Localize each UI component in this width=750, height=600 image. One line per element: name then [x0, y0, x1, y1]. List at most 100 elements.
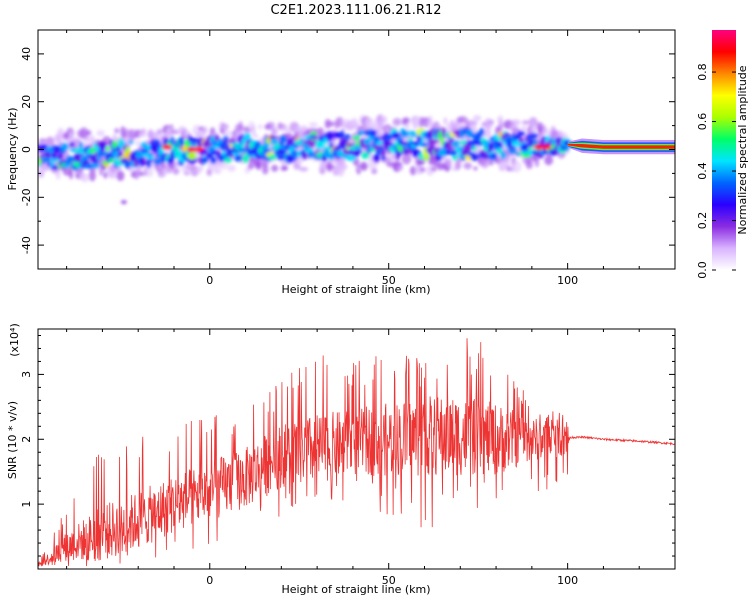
spectrogram-cell — [69, 141, 75, 147]
spectrogram-band-layer — [567, 144, 675, 149]
spectrogram-cell — [56, 128, 65, 140]
spectrogram-cell — [371, 130, 378, 135]
snr-x-label: Height of straight line (km) — [281, 583, 430, 596]
spectrogram-cell — [234, 154, 243, 162]
spectrogram-cell — [521, 125, 527, 132]
spectrogram-cell — [103, 171, 108, 179]
spectrogram-cell — [346, 155, 357, 162]
spectrogram-cell — [251, 124, 256, 136]
spectrogram-cell — [160, 152, 166, 163]
spectrogram-cell — [325, 131, 334, 142]
spectrogram-cell — [138, 171, 145, 177]
spectrogram-cell — [463, 162, 472, 170]
spectrogram-cell — [235, 123, 244, 132]
spectrogram-cell — [215, 168, 222, 174]
spectrogram-cell — [38, 171, 45, 178]
spectrogram-cell — [138, 132, 147, 138]
spectrogram-cell — [140, 161, 148, 166]
spectrogram-cell — [336, 149, 341, 157]
spectrogram-cell — [279, 135, 287, 144]
spectrogram-cell — [419, 166, 426, 173]
spectrogram-cell — [352, 135, 361, 141]
spectrogram-cell — [375, 136, 381, 142]
spectrogram-cell — [313, 135, 318, 140]
spectrogram-cell — [153, 158, 163, 165]
spectrogram-cell — [299, 166, 309, 172]
spectrogram-cell — [325, 164, 335, 169]
spectrogram-cell — [183, 170, 190, 176]
spectrogram-cell — [358, 130, 366, 135]
spectrogram-y-tick-label: -20 — [20, 188, 33, 206]
spectrogram-cell — [88, 169, 96, 182]
spectrogram-cell — [449, 149, 458, 156]
spectrogram-cell — [223, 156, 232, 164]
spectrogram-cell — [252, 133, 259, 139]
spectrogram-cell — [418, 152, 424, 161]
snr-y-tick-label: 1 — [20, 501, 33, 508]
spectrogram-cell — [376, 141, 384, 146]
spectrogram-cell — [488, 119, 495, 126]
spectrogram-cell — [69, 170, 74, 180]
snr-ticks: 0 50 100 1 2 3 — [20, 329, 676, 587]
snr-frame — [37, 328, 676, 570]
spectrogram-cell — [308, 121, 319, 128]
spectrogram-cell — [534, 157, 540, 168]
spectrogram-cell — [206, 152, 213, 159]
spectrogram-cell — [152, 132, 159, 141]
spectrogram-y-tick-label: 40 — [20, 47, 33, 61]
spectrogram-cell — [214, 134, 220, 142]
spectrogram-cell — [528, 117, 538, 128]
spectrogram-cell — [428, 139, 439, 144]
spectrogram-cell — [522, 153, 531, 158]
spectrogram-cell — [281, 165, 288, 171]
spectrogram-cell — [405, 121, 410, 130]
spectrogram-cell — [518, 137, 524, 144]
spectrogram-cell — [511, 160, 522, 173]
spectrogram-cell — [269, 138, 279, 144]
spectrogram-cell — [328, 154, 335, 161]
spectrogram-x-tick-label: 100 — [557, 274, 578, 287]
spectrogram-hotspot — [541, 144, 552, 150]
spectrogram-cell — [223, 135, 229, 141]
colorbar: 0.0 0.2 0.4 0.6 0.8 Normalized spectral ampl… — [696, 30, 749, 279]
spectrogram-panel: 0 50 100 -40 -20 0 20 40 Height of straight lin… — [6, 29, 676, 296]
spectrogram-cell — [85, 129, 92, 136]
spectrogram-cell — [51, 152, 57, 160]
spectrogram-cell — [337, 162, 348, 171]
spectrogram-cell — [223, 130, 233, 136]
spectrogram-cell — [481, 153, 490, 160]
spectrogram-cell — [380, 149, 386, 157]
spectrogram-cell — [377, 118, 385, 127]
spectrogram-cell — [445, 157, 453, 168]
spectrogram-cell — [491, 152, 498, 159]
spectrogram-cell — [529, 133, 538, 139]
spectrogram-cell — [116, 170, 125, 181]
spectrogram-cell — [541, 128, 551, 135]
spectrogram-cell — [197, 166, 203, 174]
spectrogram-cell — [423, 154, 430, 161]
spectrogram-cell — [195, 132, 204, 139]
spectrogram-cell — [493, 133, 499, 142]
spectrogram-cell — [257, 124, 263, 130]
figure-title: C2E1.2023.111.06.21.R12 — [270, 3, 441, 18]
spectrogram-cell — [539, 138, 546, 147]
spectrogram-cell — [178, 136, 184, 146]
snr-y-tick-label: 2 — [20, 436, 33, 443]
snr-multiplier: (x10⁴) — [8, 323, 21, 357]
spectrogram-cell — [58, 152, 64, 160]
spectrogram-cell — [293, 162, 301, 170]
spectrogram-cell — [271, 128, 278, 135]
spectrogram-heatmap — [38, 114, 675, 205]
spectrogram-cell — [472, 146, 478, 151]
spectrogram-cell — [411, 130, 417, 138]
spectrogram-cell — [454, 159, 462, 170]
spectrogram-cell — [302, 150, 308, 161]
spectrogram-cell — [227, 164, 236, 172]
spectrogram-cell — [479, 127, 485, 137]
spectrogram-cell — [316, 127, 324, 136]
spectrogram-cell — [470, 152, 479, 161]
spectrogram-y-tick-label: -40 — [20, 236, 33, 254]
spectrogram-cell — [39, 138, 47, 144]
spectrogram-cell — [475, 133, 482, 141]
